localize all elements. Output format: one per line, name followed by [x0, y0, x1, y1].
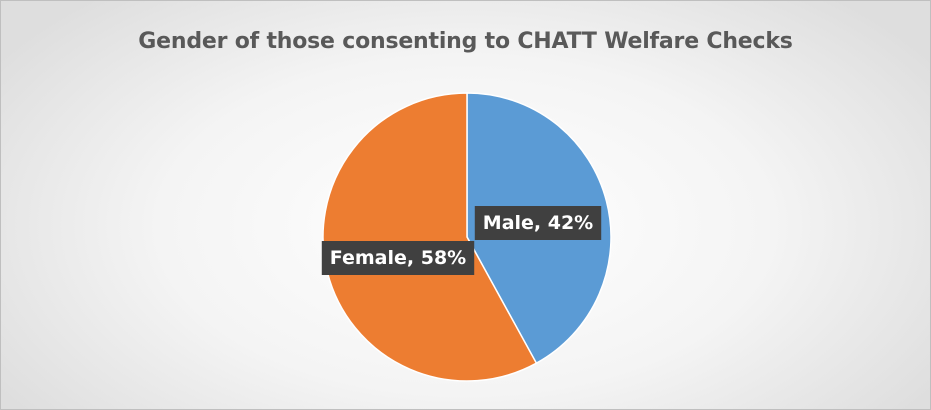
pie-data-labels: Male, 42% Female, 58%	[321, 206, 602, 275]
data-label-box	[321, 241, 475, 275]
data-label-box	[474, 206, 602, 240]
data-label-text: Male, 42%	[483, 212, 593, 234]
data-label-male: Male, 42%	[474, 206, 602, 240]
data-label-text: Female, 58%	[330, 247, 466, 269]
data-label-female: Female, 58%	[321, 241, 475, 275]
chart-title: Gender of those consenting to CHATT Welf…	[138, 29, 793, 54]
